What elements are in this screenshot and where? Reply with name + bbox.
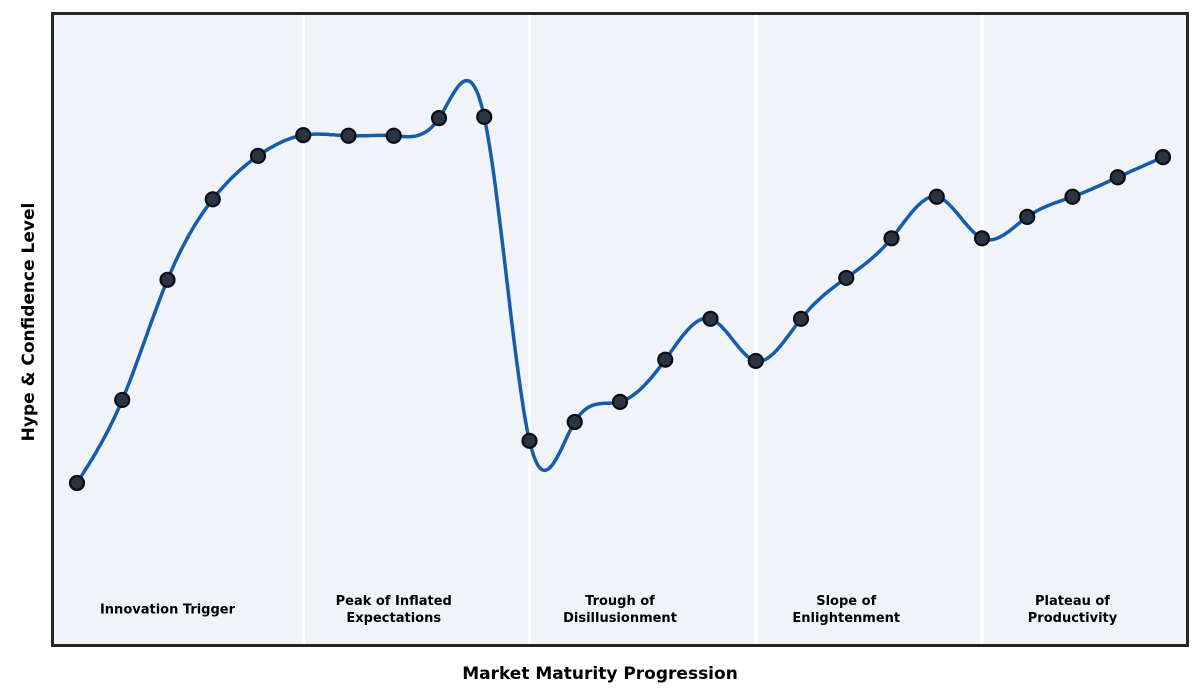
phase-divider (980, 15, 984, 644)
x-axis-label: Market Maturity Progression (462, 664, 738, 684)
data-point-marker (611, 393, 629, 410)
data-point-marker (385, 127, 402, 144)
data-point-marker (68, 474, 86, 492)
data-point-marker (295, 127, 312, 144)
plot-area: Innovation Trigger Peak of Inflated Expe… (51, 12, 1189, 647)
data-point-marker (340, 127, 357, 144)
phase-label-plateau-of-productivity: Plateau of Productivity (1027, 594, 1118, 626)
phase-label-peak-of-inflated-expectations: Peak of Inflated Expectations (335, 594, 452, 626)
data-point-marker (476, 108, 493, 126)
phase-label-slope-of-enlightenment: Slope of Enlightenment (792, 594, 901, 626)
phase-label-trough-of-disillusionment: Trough of Disillusionment (563, 594, 677, 626)
data-point-marker (747, 352, 764, 370)
data-point-marker (249, 147, 267, 164)
data-point-marker (521, 432, 538, 449)
data-point-marker (1019, 208, 1036, 226)
data-point-marker (566, 413, 583, 431)
data-point-marker (702, 310, 719, 327)
data-point-marker (838, 269, 855, 287)
data-point-marker (883, 230, 900, 247)
data-point-marker (114, 391, 131, 409)
data-point-marker (928, 188, 945, 205)
data-point-marker (430, 110, 448, 127)
data-point-marker (1064, 188, 1081, 205)
phase-divider (301, 15, 305, 644)
hype-curve-svg (68, 78, 1172, 492)
phase-divider (527, 15, 532, 644)
data-point-marker (657, 351, 674, 368)
data-point-marker (1154, 149, 1172, 166)
y-axis-label: Hype & Confidence Level (19, 202, 39, 442)
data-point-marker (1109, 169, 1126, 186)
hype-curve-line (75, 78, 1165, 485)
data-point-marker (159, 271, 176, 288)
data-point-marker (973, 230, 991, 247)
data-point-marker (792, 310, 810, 327)
phase-label-innovation-trigger: Innovation Trigger (99, 602, 236, 618)
phase-divider (754, 15, 758, 644)
data-point-marker (204, 191, 221, 208)
